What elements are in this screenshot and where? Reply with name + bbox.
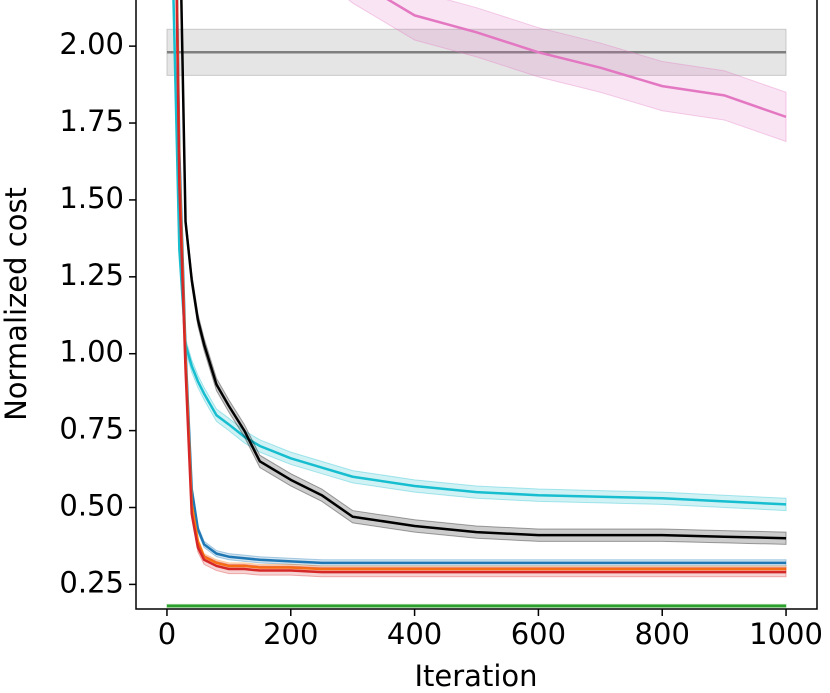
y-tick-label: 2.00 [59, 27, 124, 61]
line [175, 0, 787, 574]
y-tick-label: 1.00 [59, 335, 124, 369]
band [172, 0, 787, 512]
y-tick-label: 1.50 [59, 181, 124, 215]
y-tick-label: 0.25 [59, 565, 124, 599]
line [180, 0, 787, 540]
band [348, 0, 787, 143]
band [180, 0, 787, 545]
line [172, 0, 787, 506]
y-tick-label: 0.50 [59, 489, 124, 523]
y-tick-label: 1.75 [59, 104, 124, 138]
x-tick-label: 1000 [749, 617, 823, 651]
y-tick-label: 1.25 [59, 258, 124, 292]
x-tick-label: 0 [158, 617, 176, 651]
x-tick-label: 400 [387, 617, 442, 651]
plot-area [166, 0, 787, 608]
band [176, 0, 787, 567]
x-axis-label: Iteration [414, 659, 537, 693]
x-tick-label: 200 [263, 617, 318, 651]
y-axis-label: Normalized cost [0, 187, 33, 421]
plot-frame [135, 0, 818, 610]
line [386, 0, 787, 119]
band [176, 0, 787, 578]
y-tick-label: 0.75 [59, 412, 124, 446]
x-tick-label: 600 [511, 617, 566, 651]
x-tick-label: 800 [635, 617, 690, 651]
